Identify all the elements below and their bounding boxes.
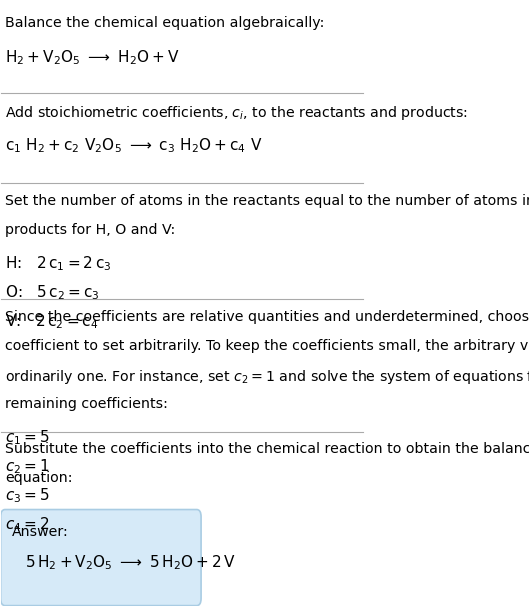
Text: V:   $\mathrm{2\,c_2 = c_4}$: V: $\mathrm{2\,c_2 = c_4}$ [5, 313, 98, 331]
Text: $\mathrm{H_2 + V_2O_5 \ \longrightarrow \ H_2O + V}$: $\mathrm{H_2 + V_2O_5 \ \longrightarrow … [5, 49, 179, 67]
Text: $c_4 = 2$: $c_4 = 2$ [5, 515, 50, 534]
Text: Add stoichiometric coefficients, $c_i$, to the reactants and products:: Add stoichiometric coefficients, $c_i$, … [5, 104, 468, 122]
Text: Balance the chemical equation algebraically:: Balance the chemical equation algebraica… [5, 16, 324, 30]
Text: equation:: equation: [5, 472, 72, 486]
Text: remaining coefficients:: remaining coefficients: [5, 396, 168, 410]
Text: products for H, O and V:: products for H, O and V: [5, 223, 175, 237]
Text: ordinarily one. For instance, set $c_2 = 1$ and solve the system of equations fo: ordinarily one. For instance, set $c_2 =… [5, 368, 529, 385]
Text: $\mathrm{c_1\ H_2 + c_2\ V_2O_5 \ \longrightarrow \ c_3\ H_2O + c_4\ V}$: $\mathrm{c_1\ H_2 + c_2\ V_2O_5 \ \longr… [5, 136, 262, 155]
Text: $c_2 = 1$: $c_2 = 1$ [5, 458, 50, 476]
Text: O:   $\mathrm{5\,c_2 = c_3}$: O: $\mathrm{5\,c_2 = c_3}$ [5, 283, 100, 302]
Text: Set the number of atoms in the reactants equal to the number of atoms in the: Set the number of atoms in the reactants… [5, 194, 529, 208]
Text: $\mathrm{5\,H_2 + V_2O_5 \ \longrightarrow \ 5\,H_2O + 2\,V}$: $\mathrm{5\,H_2 + V_2O_5 \ \longrightarr… [25, 553, 236, 572]
Text: $c_3 = 5$: $c_3 = 5$ [5, 486, 50, 505]
Text: Since the coefficients are relative quantities and underdetermined, choose a: Since the coefficients are relative quan… [5, 310, 529, 324]
Text: Substitute the coefficients into the chemical reaction to obtain the balanced: Substitute the coefficients into the che… [5, 443, 529, 456]
Text: $c_1 = 5$: $c_1 = 5$ [5, 429, 50, 447]
FancyBboxPatch shape [1, 509, 201, 606]
Text: coefficient to set arbitrarily. To keep the coefficients small, the arbitrary va: coefficient to set arbitrarily. To keep … [5, 339, 529, 353]
Text: Answer:: Answer: [12, 525, 69, 539]
Text: H:   $\mathrm{2\,c_1 = 2\,c_3}$: H: $\mathrm{2\,c_1 = 2\,c_3}$ [5, 254, 112, 273]
